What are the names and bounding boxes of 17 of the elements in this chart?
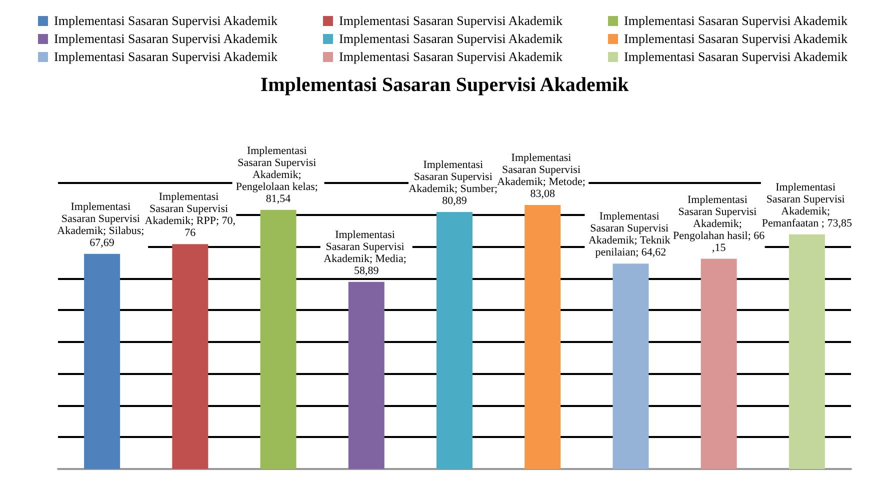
legend-label: Implementasi Sasaran Supervisi Akademik (54, 13, 278, 28)
legend-label: Implementasi Sasaran Supervisi Akademik (624, 31, 848, 46)
legend-label: Implementasi Sasaran Supervisi Akademik (54, 49, 278, 64)
legend-label: Implementasi Sasaran Supervisi Akademik (339, 49, 563, 64)
legend-label: Implementasi Sasaran Supervisi Akademik (339, 13, 563, 28)
data-label: Implementasi Sasaran Supervisi Akademik; RPP; 70,76 (144, 191, 236, 240)
legend-label: Implementasi Sasaran Supervisi Akademik (624, 13, 848, 28)
legend-label: Implementasi Sasaran Supervisi Akademik (624, 49, 848, 64)
legend-label: Implementasi Sasaran Supervisi Akademik (54, 31, 278, 46)
data-label: Implementasi Sasaran Supervisi Akademik; Teknik penilaian; 64,62 (588, 210, 674, 259)
chart-title: Implementasi Sasaran Supervisi Akademik (260, 74, 630, 96)
data-label: Implementasi Sasaran Supervisi Akademik; Metode; 83,08 (497, 152, 588, 200)
data-label: Implementasi Sasaran Supervisi Akademik; Media; 58,89 (324, 228, 410, 277)
data-label: Implementasi Sasaran Supervisi Akademik; Silabus; 67,69 (57, 200, 144, 249)
data-label: Implementasi Sasaran Supervisi Akademik; Pemanfaatan ; 73,85 (762, 181, 852, 230)
legend-label: Implementasi Sasaran Supervisi Akademik (339, 31, 563, 46)
data-label: Implementasi Sasaran Supervisi Akademik; Pengelolaan kelas; 81,54 (236, 144, 321, 205)
